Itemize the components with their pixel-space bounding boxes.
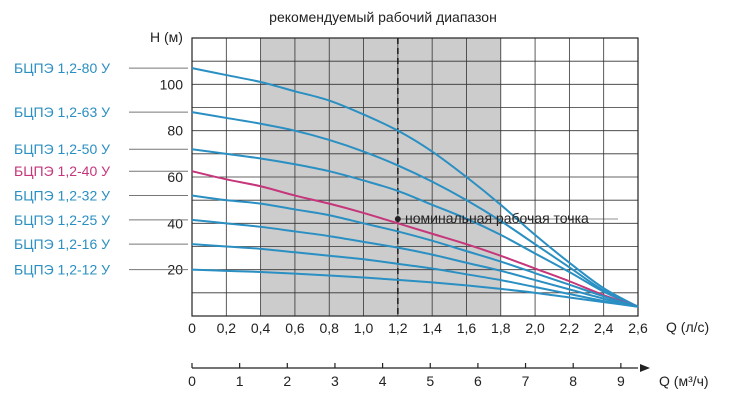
legend-layer: БЦПЭ 1,2-80 У БЦПЭ 1,2-63 У БЦПЭ 1,2-50 У Б… [14,60,188,278]
grid-layer [191,37,639,317]
x2-axis-label: Q (м³/ч) [659,373,709,389]
x-axis-label: Q (л/с) [666,319,709,335]
x-tick-label: 1,4 [422,320,442,336]
pump-curve-8 [191,268,639,308]
chart-title: рекомендуемый рабочий диапазон [269,9,497,25]
x-tick-label: 1,0 [354,320,374,336]
y-tick-label: 60 [167,169,183,185]
x-tick-label: 2,2 [560,320,580,336]
x-tick-label: 1,6 [457,320,477,336]
x2-tick-label: 8 [569,373,577,389]
curve-layer [191,67,639,308]
y-tick-label: 100 [160,76,184,92]
x2-tick-label: 4 [379,373,387,389]
x-tick-label: 0,2 [217,320,237,336]
legend-label: БЦПЭ 1,2-25 У [14,212,110,228]
nominal-point-annotation: номинальная рабочая точка [405,210,589,226]
y-tick-label: 80 [167,123,183,139]
x-tick-label: 0,8 [319,320,339,336]
x2-tick-label: 7 [522,373,530,389]
plot-border [191,37,639,317]
pump-curve-2 [191,111,639,308]
x2-tick-label: 1 [236,373,244,389]
legend-label: БЦПЭ 1,2-32 У [14,188,110,204]
pump-curve-7 [191,243,639,308]
x-tick-label: 0,6 [285,320,305,336]
x-tick-label: 2,6 [628,320,648,336]
x2-tick-label: 6 [474,373,482,389]
x-tick-label: 2,0 [525,320,545,336]
x-tick-label: 1,2 [388,320,408,336]
x2-axis-arrow [640,364,650,372]
y-axis-label: H (м) [150,29,183,45]
legend-label: БЦПЭ 1,2-12 У [14,262,110,278]
legend-label: БЦПЭ 1,2-50 У [14,141,110,157]
pump-curve-5 [191,194,639,308]
x2-tick-label: 3 [331,373,339,389]
pump-curve-3 [191,148,639,308]
axis-layer: 0 0,2 0,4 0,6 0,8 1,0 1,2 1,4 1,6 1,8 2,0 2,2 2,4 2,6… [160,76,650,389]
legend-label: БЦПЭ 1,2-16 У [14,236,110,252]
pump-curve-1 [191,67,639,308]
pump-curve-6 [191,218,639,308]
x2-tick-label: 5 [426,373,434,389]
legend-label: БЦПЭ 1,2-80 У [14,60,110,76]
legend-label: БЦПЭ 1,2-40 У [14,163,110,179]
x2-tick-label: 2 [283,373,291,389]
x2-tick-label: 0 [188,373,196,389]
x-tick-label: 0 [188,320,196,336]
y-tick-label: 40 [167,215,183,231]
pump-curve-4 [191,170,639,308]
x-tick-label: 2,4 [594,320,614,336]
x2-tick-label: 9 [617,373,625,389]
x-tick-label: 1,8 [491,320,511,336]
legend-label: БЦПЭ 1,2-63 У [14,104,110,120]
x-tick-label: 0,4 [251,320,271,336]
